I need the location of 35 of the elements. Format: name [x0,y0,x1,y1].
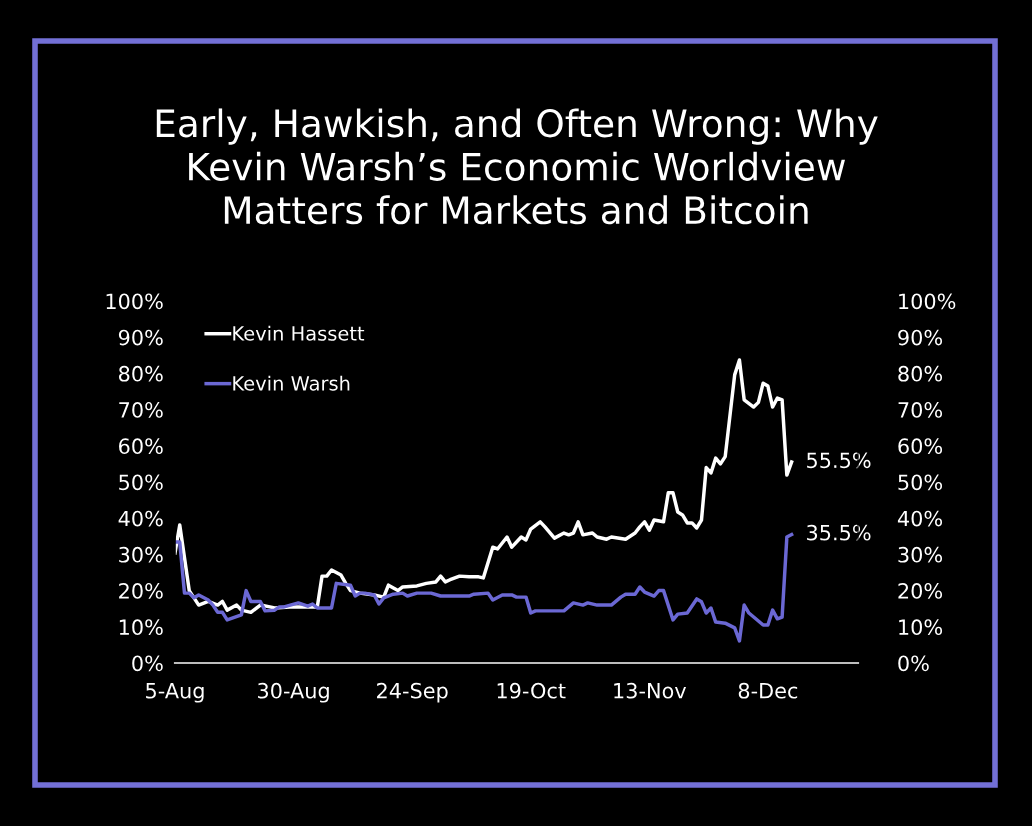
annotation: 35.5% [807,524,871,541]
y-tick-label: 60% [119,438,163,455]
x-tick-label: 19-Oct [497,682,566,699]
y-tick-label: 40% [118,510,163,527]
chart-title: Early, Hawkish, and Often Wrong: Why Kevin Warsh’s Economic Worldview Matters for Markets and Bitcoin [156,108,878,225]
y-tick-label: 20% [119,583,163,599]
y2-tick-label: 80% [898,365,943,382]
y-tick-label: 0% [132,655,163,672]
x-tick-label: 30-Aug [258,682,329,703]
x-tick-label: 24-Sep [377,682,448,703]
y-tick-label: 70% [119,402,163,418]
y-tick-label: 10% [119,619,163,636]
x-tick-label: 8-Dec [738,682,798,699]
y-tick-label: 30% [119,546,163,563]
y2-tick-label: 40% [897,510,943,527]
annotation: 55.5% [807,452,871,469]
legend-label: Kevin Warsh [233,375,350,391]
y2-tick-label: 20% [898,583,943,599]
y-tick-label: 100% [106,293,163,310]
y2-tick-label: 60% [898,438,943,455]
y2-tick-label: 50% [898,474,943,491]
legend-label: Kevin Hassett [233,325,365,341]
line-series [175,358,794,615]
y2-tick-label: 100% [899,293,956,310]
y-tick-label: 90% [118,329,163,346]
y-tick-label: 80% [119,365,163,382]
y-tick-label: 50% [119,474,163,491]
y2-tick-label: 0% [898,655,929,672]
line-series [175,532,794,643]
y2-tick-label: 30% [898,546,943,563]
y2-tick-label: 90% [898,329,943,346]
x-tick-label: 5-Aug [146,683,204,703]
x-tick-label: 13-Nov [614,682,687,699]
y2-tick-label: 70% [898,402,943,418]
y2-tick-label: 10% [899,619,943,636]
